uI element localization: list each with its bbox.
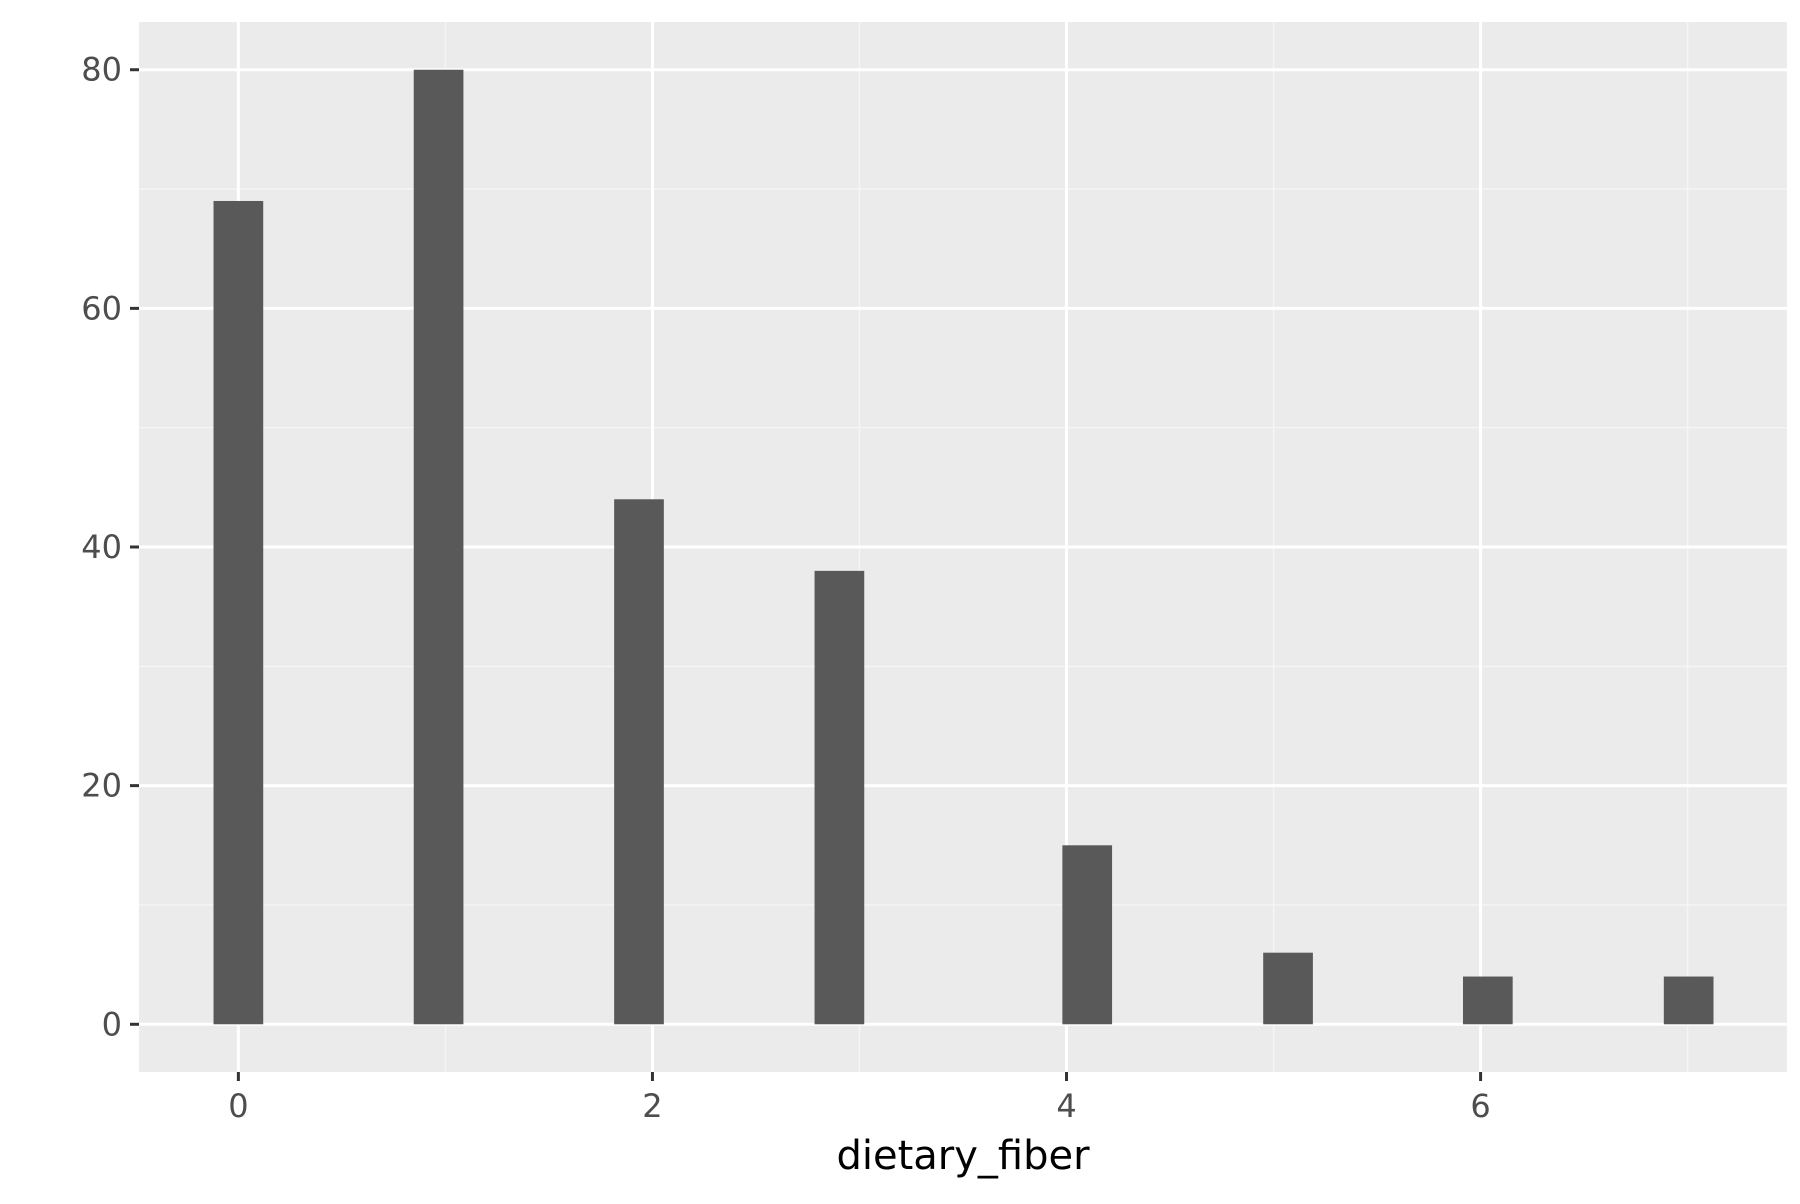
bar (814, 570, 865, 1025)
bar (1263, 952, 1313, 1025)
x-tick-label: 6 (1470, 1087, 1490, 1125)
x-tick-label: 2 (642, 1087, 662, 1125)
y-tick-label: 20 (81, 767, 122, 805)
y-tick-label: 0 (102, 1005, 122, 1043)
x-tick-label: 0 (228, 1087, 248, 1125)
bar (614, 499, 664, 1025)
bars (213, 69, 1714, 1025)
bar (1663, 976, 1714, 1025)
bar (1062, 845, 1113, 1025)
y-axis: 0 20 40 60 80 (81, 51, 139, 1043)
y-tick-label: 80 (81, 51, 122, 89)
x-axis-title: dietary_fiber (836, 1133, 1090, 1179)
y-tick-label: 60 (81, 289, 122, 327)
bar (413, 69, 464, 1025)
bar (213, 200, 264, 1025)
x-tick-label: 4 (1056, 1087, 1076, 1125)
x-axis: 0 2 4 6 (228, 1072, 1491, 1125)
bar (1462, 976, 1513, 1025)
y-tick-label: 40 (81, 528, 122, 566)
